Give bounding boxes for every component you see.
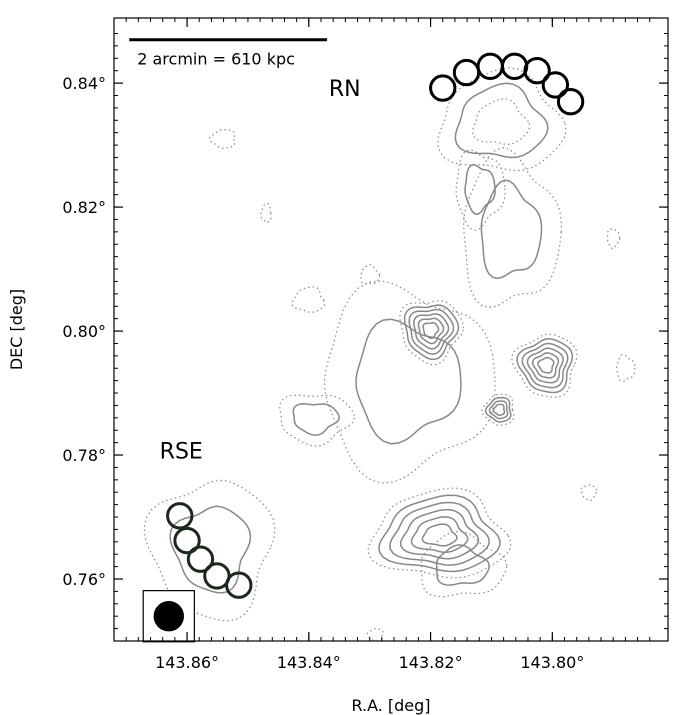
contour-right-blob-3-level-1	[580, 484, 598, 502]
contour-rse-relic-level-2	[169, 505, 252, 594]
y-tick-label: 0.82°	[62, 198, 106, 217]
region-rn-circle-4	[500, 52, 529, 81]
x-tick-label: 143.82°	[399, 653, 463, 672]
contour-south-source-level-3	[389, 501, 490, 566]
y-tick-label: 0.76°	[62, 570, 106, 589]
x-axis-label: R.A. [deg]	[351, 696, 430, 715]
beam-inset	[142, 590, 195, 643]
region-rse-circle-5	[225, 571, 253, 599]
contour-north-relic-level-2	[454, 82, 549, 159]
region-rn-circle-3	[476, 52, 504, 81]
contour-south-source-level-6	[421, 523, 458, 547]
y-tick-label: 0.84°	[62, 74, 106, 93]
contour-small-core-level-3	[488, 400, 509, 420]
x-tick-label: 143.80°	[520, 653, 584, 672]
contour-north-bridge-level-1	[462, 147, 563, 309]
contour-central-source-level-2	[403, 304, 460, 361]
contour-north-bridge-level-2	[480, 179, 543, 280]
x-tick-label: 143.84°	[277, 653, 341, 672]
y-axis-label: DEC [deg]	[7, 289, 26, 370]
contour-south-east-tail-level-2	[435, 544, 490, 586]
contour-south-source-level-1	[367, 487, 512, 579]
contour-small-core-level-4	[492, 403, 506, 416]
contour-central-source-level-6	[422, 322, 440, 340]
annotation-rse: RSE	[160, 440, 203, 465]
contour-east-source-level-6	[537, 356, 555, 374]
contour-central-source-level-4	[413, 313, 450, 350]
region-rn-circle-6	[541, 71, 570, 99]
contour-east-source-level-3	[521, 342, 569, 389]
region-rse-circle-1	[166, 502, 194, 530]
contour-bottom-blob-level-1	[366, 628, 384, 642]
beam-ellipse	[153, 600, 185, 632]
y-tick-label: 0.80°	[62, 322, 106, 341]
plot-frame	[113, 17, 669, 642]
contour-left-blob-2-level-1	[291, 286, 326, 314]
contour-east-source-level-2	[516, 338, 574, 394]
contour-south-source-level-4	[399, 508, 480, 560]
contour-south-east-tail-level-1	[420, 530, 508, 598]
contour-left-blob-1-level-1	[208, 129, 236, 149]
y-tick-label: 0.78°	[62, 446, 106, 465]
contour-east-source-level-5	[531, 352, 560, 379]
scale-bar: 2 arcmin = 610 kpc	[129, 38, 328, 69]
contour-small-core-level-2	[484, 396, 512, 423]
contour-central-source-level-3	[408, 308, 455, 355]
contour-left-small-level-1	[260, 202, 272, 224]
contour-left-blob-3-level-1	[360, 264, 381, 285]
region-rn-circle-2	[452, 58, 481, 87]
contour-layer	[143, 67, 636, 642]
contour-west-arm-level-2	[464, 164, 496, 215]
annotation-rn: RN	[329, 77, 361, 102]
axis-ticks: 143.86° 143.84° 143.82° 143.80° 0.76° 0.78° 0.…	[62, 18, 668, 672]
region-rn-circle-5	[523, 57, 551, 85]
contour-mid-halo-level-1	[323, 280, 496, 484]
annotations: RN RSE	[160, 77, 361, 465]
contour-south-source-level-5	[410, 516, 469, 554]
region-rn-circle-1	[429, 74, 457, 102]
x-tick-label: 143.86°	[155, 653, 219, 672]
contour-sw-blob-level-2	[292, 403, 340, 436]
contour-right-blob-1-level-1	[615, 353, 636, 383]
contour-west-arm-level-1	[455, 149, 506, 231]
region-layer	[166, 52, 585, 599]
region-rse-circle-3	[186, 545, 215, 573]
region-rn-circle-7	[556, 88, 585, 116]
contour-central-source-level-1	[399, 300, 465, 366]
contour-right-blob-2-level-1	[606, 228, 621, 250]
region-rse-circle-2	[173, 526, 201, 555]
contour-small-core-level-1	[481, 393, 515, 426]
contour-sw-blob-level-1	[279, 394, 356, 447]
contour-rse-relic-level-1	[143, 479, 276, 622]
contour-north-relic-level-1	[437, 67, 567, 172]
contour-mid-halo-level-2	[355, 318, 462, 445]
contour-east-source-level-4	[526, 347, 564, 384]
contour-north-relic-level-3	[472, 98, 531, 146]
contour-central-source-level-5	[417, 317, 445, 345]
contour-south-source-level-2	[378, 494, 501, 573]
scale-bar-label: 2 arcmin = 610 kpc	[137, 50, 295, 69]
